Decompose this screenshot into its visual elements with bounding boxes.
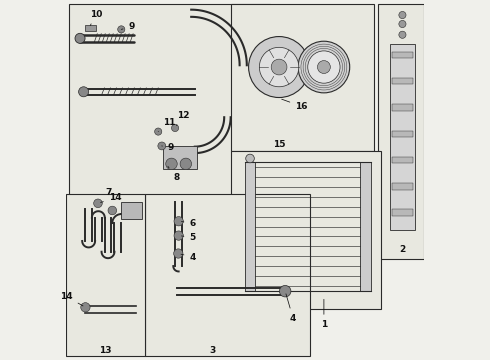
Text: 9: 9	[122, 22, 135, 31]
Bar	[163, 146, 196, 169]
Bar	[392, 157, 413, 163]
Circle shape	[173, 249, 183, 258]
Circle shape	[81, 303, 90, 312]
Bar	[378, 4, 424, 259]
Text: 4: 4	[181, 253, 196, 262]
Circle shape	[172, 125, 179, 132]
Circle shape	[155, 128, 162, 135]
Text: 1: 1	[321, 299, 327, 329]
Bar	[145, 194, 310, 356]
Text: 7: 7	[105, 188, 112, 197]
Text: 4: 4	[286, 294, 296, 323]
Text: 5: 5	[181, 233, 196, 242]
Bar	[231, 4, 374, 151]
Circle shape	[158, 142, 166, 150]
Text: 13: 13	[99, 346, 111, 355]
Circle shape	[174, 231, 183, 240]
Bar	[392, 78, 413, 84]
Text: 3: 3	[210, 346, 216, 355]
Circle shape	[318, 60, 330, 73]
Bar	[361, 162, 370, 291]
Circle shape	[180, 158, 192, 170]
Text: 14: 14	[100, 193, 122, 202]
Circle shape	[245, 154, 254, 163]
Circle shape	[248, 37, 310, 98]
Bar	[392, 183, 413, 190]
Circle shape	[399, 12, 406, 19]
Circle shape	[166, 158, 177, 170]
Circle shape	[118, 26, 125, 33]
Circle shape	[94, 199, 102, 208]
Text: 2: 2	[399, 246, 405, 255]
Circle shape	[279, 285, 291, 297]
Text: 11: 11	[158, 118, 176, 132]
Text: 12: 12	[176, 111, 189, 126]
Text: 10: 10	[90, 10, 102, 26]
Bar	[392, 51, 413, 58]
Circle shape	[271, 59, 287, 75]
Circle shape	[78, 87, 89, 97]
Bar	[85, 25, 96, 31]
Bar	[66, 194, 145, 356]
Circle shape	[399, 31, 406, 39]
Bar	[231, 151, 381, 309]
Circle shape	[298, 41, 350, 93]
Text: 14: 14	[60, 292, 83, 306]
Bar	[390, 44, 415, 230]
Circle shape	[308, 51, 340, 83]
Circle shape	[108, 206, 117, 215]
Bar	[122, 202, 142, 220]
Text: 8: 8	[168, 166, 179, 182]
Bar	[69, 4, 270, 198]
Bar	[392, 210, 413, 216]
Bar	[392, 131, 413, 137]
Text: 15: 15	[273, 140, 285, 149]
Text: 9: 9	[162, 143, 174, 152]
Text: 6: 6	[181, 219, 196, 228]
Circle shape	[399, 21, 406, 28]
Circle shape	[259, 47, 299, 87]
Circle shape	[75, 33, 85, 43]
Text: 16: 16	[282, 99, 308, 111]
Bar	[245, 162, 255, 291]
Circle shape	[174, 217, 183, 226]
Bar	[392, 104, 413, 111]
